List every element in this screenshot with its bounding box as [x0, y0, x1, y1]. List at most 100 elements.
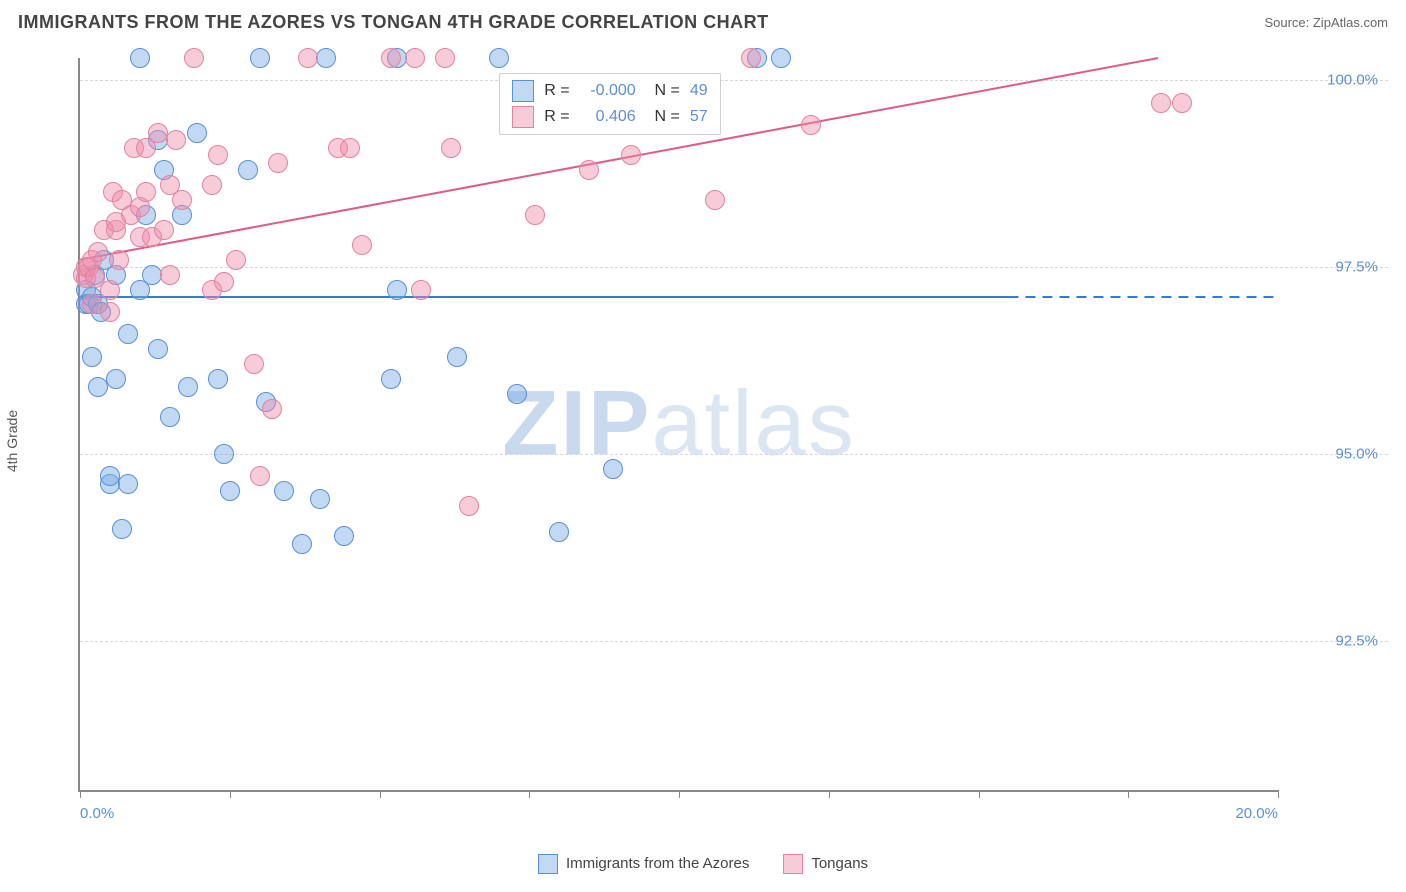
y-tick-label: 95.0%	[1335, 445, 1378, 462]
y-tick-label: 97.5%	[1335, 259, 1378, 276]
chart-area: 4th Grade ZIPatlas 92.5%95.0%97.5%100.0%…	[18, 50, 1388, 832]
data-point	[148, 339, 168, 359]
legend-r-label: R =	[544, 82, 569, 100]
legend-n-label: N =	[646, 82, 680, 100]
legend-r-value: -0.000	[580, 82, 636, 100]
data-point	[316, 48, 336, 68]
data-point	[549, 522, 569, 542]
data-point	[405, 48, 425, 68]
data-point	[1172, 93, 1192, 113]
legend-row: R = -0.000 N = 49	[512, 78, 707, 104]
data-point	[340, 138, 360, 158]
x-tick-label: 0.0%	[80, 805, 114, 822]
legend-swatch	[783, 854, 803, 874]
data-point	[274, 481, 294, 501]
data-point	[705, 190, 725, 210]
data-point	[507, 384, 527, 404]
data-point	[220, 481, 240, 501]
data-point	[109, 250, 129, 270]
legend-row: R = 0.406 N = 57	[512, 104, 707, 130]
data-point	[100, 302, 120, 322]
data-point	[352, 235, 372, 255]
data-point	[381, 48, 401, 68]
data-point	[447, 347, 467, 367]
x-tick-label: 20.0%	[1235, 805, 1278, 822]
data-point	[381, 369, 401, 389]
data-point	[184, 48, 204, 68]
legend-bottom-label: Immigrants from the Azores	[566, 855, 749, 872]
data-point	[130, 48, 150, 68]
plot-region: ZIPatlas 92.5%95.0%97.5%100.0%0.0%20.0%R…	[78, 58, 1278, 792]
data-point	[435, 48, 455, 68]
legend-bottom-item: Tongans	[783, 854, 868, 874]
x-tick	[80, 790, 81, 798]
data-point	[579, 160, 599, 180]
data-point	[88, 242, 108, 262]
legend-r-label: R =	[544, 108, 569, 126]
y-tick-label: 92.5%	[1335, 632, 1378, 649]
data-point	[118, 474, 138, 494]
data-point	[214, 272, 234, 292]
data-point	[112, 519, 132, 539]
legend-swatch	[512, 80, 534, 102]
legend-n-label: N =	[646, 108, 680, 126]
data-point	[250, 48, 270, 68]
legend-n-value: 57	[690, 108, 708, 126]
data-point	[441, 138, 461, 158]
data-point	[208, 145, 228, 165]
data-point	[603, 459, 623, 479]
data-point	[387, 280, 407, 300]
data-point	[172, 190, 192, 210]
data-point	[489, 48, 509, 68]
y-tick-label: 100.0%	[1327, 72, 1378, 89]
legend-bottom-label: Tongans	[811, 855, 868, 872]
data-point	[214, 444, 234, 464]
y-axis-label: 4th Grade	[4, 410, 20, 472]
data-point	[1151, 93, 1171, 113]
chart-title: IMMIGRANTS FROM THE AZORES VS TONGAN 4TH…	[18, 12, 769, 33]
data-point	[118, 324, 138, 344]
data-point	[411, 280, 431, 300]
data-point	[459, 496, 479, 516]
legend-swatch	[538, 854, 558, 874]
data-point	[154, 220, 174, 240]
x-tick	[1128, 790, 1129, 798]
data-point	[178, 377, 198, 397]
data-point	[166, 130, 186, 150]
data-point	[82, 347, 102, 367]
data-point	[310, 489, 330, 509]
data-point	[208, 369, 228, 389]
page-root: IMMIGRANTS FROM THE AZORES VS TONGAN 4TH…	[0, 0, 1406, 892]
x-tick	[230, 790, 231, 798]
data-point	[226, 250, 246, 270]
data-point	[525, 205, 545, 225]
data-point	[238, 160, 258, 180]
data-point	[621, 145, 641, 165]
data-point	[202, 175, 222, 195]
legend-n-value: 49	[690, 82, 708, 100]
x-tick	[829, 790, 830, 798]
data-point	[250, 466, 270, 486]
data-point	[100, 280, 120, 300]
x-tick	[380, 790, 381, 798]
data-point	[106, 369, 126, 389]
x-tick	[529, 790, 530, 798]
legend-swatch	[512, 106, 534, 128]
trend-svg	[80, 58, 1278, 790]
data-point	[741, 48, 761, 68]
data-point	[771, 48, 791, 68]
data-point	[292, 534, 312, 554]
source-label: Source: ZipAtlas.com	[1264, 15, 1388, 30]
data-point	[160, 265, 180, 285]
data-point	[244, 354, 264, 374]
data-point	[262, 399, 282, 419]
data-point	[136, 182, 156, 202]
legend-r-value: 0.406	[580, 108, 636, 126]
data-point	[801, 115, 821, 135]
legend-bottom: Immigrants from the Azores Tongans	[0, 854, 1406, 874]
x-tick	[979, 790, 980, 798]
data-point	[334, 526, 354, 546]
correlation-legend: R = -0.000 N = 49 R = 0.406 N = 57	[499, 73, 720, 135]
header: IMMIGRANTS FROM THE AZORES VS TONGAN 4TH…	[0, 0, 1406, 41]
x-tick	[679, 790, 680, 798]
